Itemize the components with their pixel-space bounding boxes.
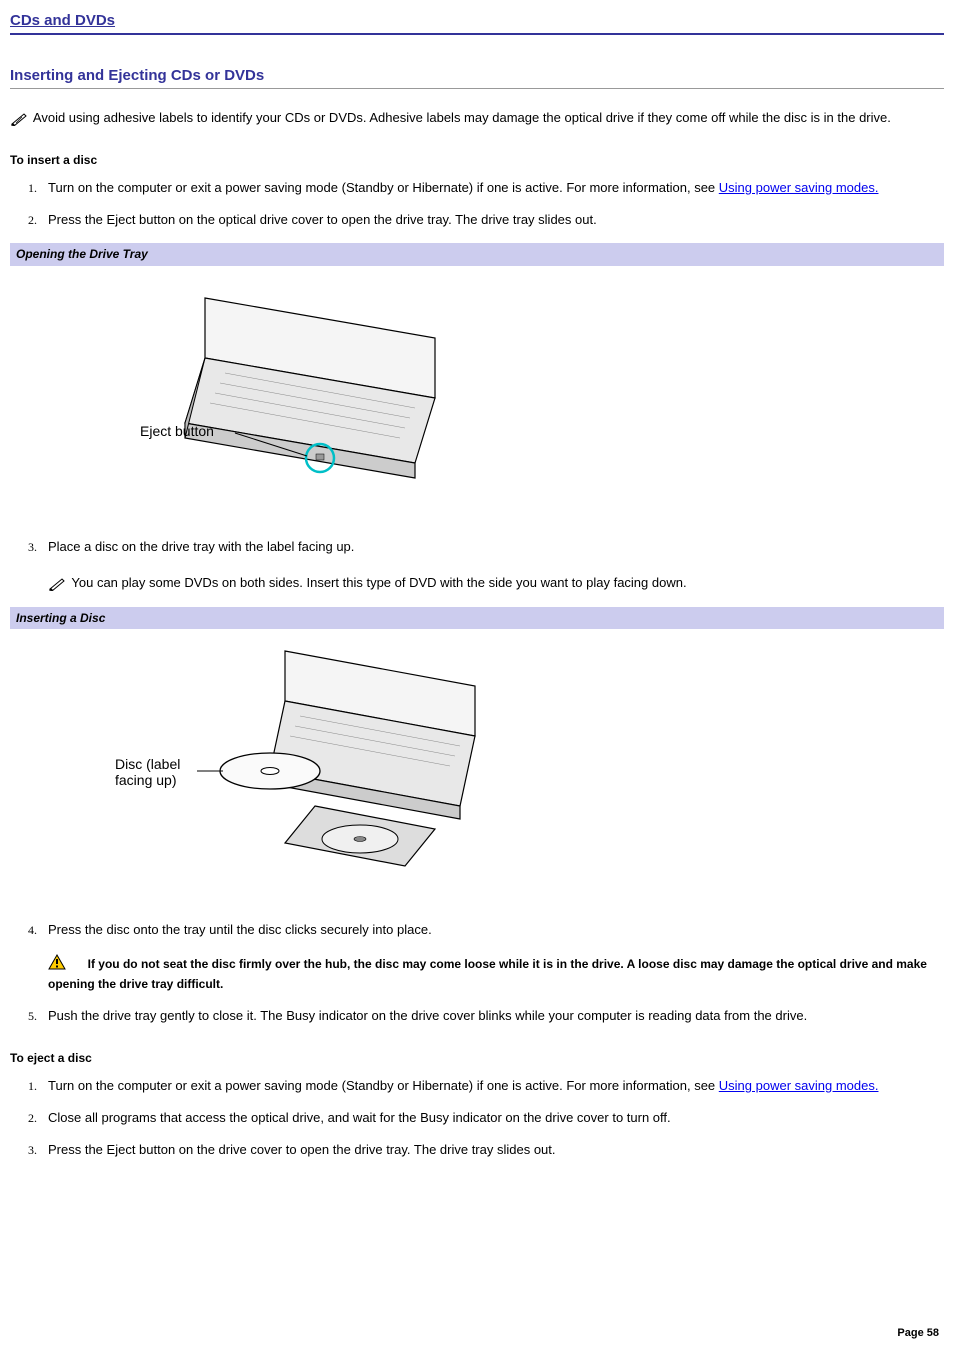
fig2-label2: facing up) <box>115 772 176 788</box>
note-icon <box>48 577 66 591</box>
note-icon <box>10 112 28 126</box>
insert-step-4-text: Press the disc onto the tray until the d… <box>48 922 432 937</box>
page-header: CDs and DVDs <box>10 10 944 35</box>
insert-step-4: Press the disc onto the tray until the d… <box>40 921 944 993</box>
section-title: Inserting and Ejecting CDs or DVDs <box>10 65 944 89</box>
power-modes-link-2[interactable]: Using power saving modes. <box>719 1078 879 1093</box>
eject-step-1-pre: Turn on the computer or exit a power sav… <box>48 1078 719 1093</box>
eject-step-3: Press the Eject button on the drive cove… <box>40 1141 944 1159</box>
insert-step-1-pre: Turn on the computer or exit a power sav… <box>48 180 719 195</box>
insert-step-3-note: You can play some DVDs on both sides. In… <box>71 575 686 590</box>
page-number: Page 58 <box>897 1326 939 1341</box>
insert-step-3-text: Place a disc on the drive tray with the … <box>48 539 354 554</box>
insert-step-5: Push the drive tray gently to close it. … <box>40 1007 944 1025</box>
fig2-label1: Disc (label <box>115 756 180 772</box>
insert-heading: To insert a disc <box>10 152 944 169</box>
warning-icon <box>48 954 66 975</box>
power-modes-link-1[interactable]: Using power saving modes. <box>719 180 879 195</box>
fig1-label: Eject button <box>140 423 214 439</box>
figure-opening-tray: Eject button <box>35 268 944 508</box>
figure-inserting-disc: Disc (label facing up) <box>35 631 944 891</box>
top-note-paragraph: Avoid using adhesive labels to identify … <box>10 109 944 127</box>
top-note-text: Avoid using adhesive labels to identify … <box>33 110 891 125</box>
insert-step-4-warning: If you do not seat the disc firmly over … <box>48 957 927 991</box>
eject-heading: To eject a disc <box>10 1050 944 1067</box>
eject-step-1: Turn on the computer or exit a power sav… <box>40 1077 944 1095</box>
insert-step-2: Press the Eject button on the optical dr… <box>40 211 944 229</box>
caption-opening-tray: Opening the Drive Tray <box>10 243 944 266</box>
insert-step-3: Place a disc on the drive tray with the … <box>40 538 944 592</box>
eject-step-2: Close all programs that access the optic… <box>40 1109 944 1127</box>
insert-step-1: Turn on the computer or exit a power sav… <box>40 179 944 197</box>
caption-inserting-disc: Inserting a Disc <box>10 607 944 630</box>
